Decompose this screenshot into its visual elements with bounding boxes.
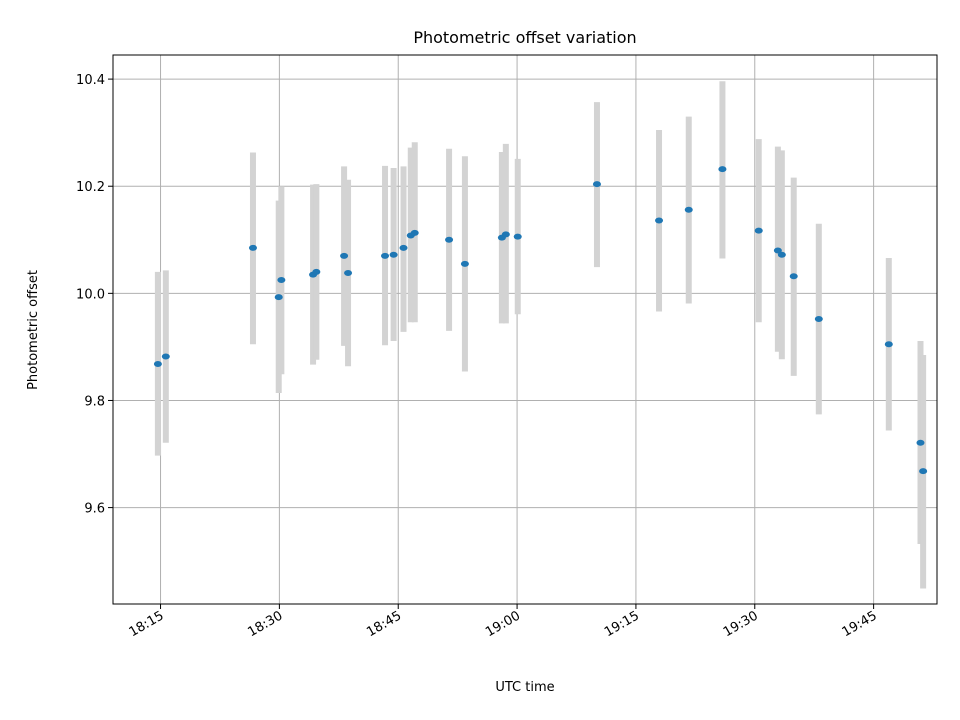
data-point-layer xyxy=(153,166,928,475)
data-point xyxy=(754,227,763,234)
data-point xyxy=(312,268,321,275)
data-point xyxy=(718,166,727,173)
y-tick-label: 10.0 xyxy=(76,287,105,302)
data-point xyxy=(445,236,454,243)
data-point xyxy=(410,229,419,236)
plot-area-frame xyxy=(112,54,938,605)
data-point xyxy=(777,251,786,258)
x-tick-label: 18:15 xyxy=(127,608,167,640)
data-point xyxy=(773,247,782,254)
chart-title: Photometric offset variation xyxy=(413,28,636,47)
x-tick-label: 18:30 xyxy=(245,608,285,640)
data-point xyxy=(919,468,928,475)
x-tick-label: 19:45 xyxy=(840,608,880,640)
data-point xyxy=(248,244,257,251)
data-point xyxy=(916,439,925,446)
y-tick-label: 10.2 xyxy=(76,180,105,195)
error-bar-layer xyxy=(154,81,927,589)
y-tick-label: 10.4 xyxy=(76,73,105,88)
data-point xyxy=(655,217,664,224)
x-tick-label: 19:15 xyxy=(602,608,642,640)
data-point xyxy=(814,316,823,323)
x-tick-label: 19:00 xyxy=(483,608,523,640)
data-point xyxy=(884,341,893,348)
data-point xyxy=(513,233,522,240)
data-point xyxy=(460,260,469,267)
data-point xyxy=(161,353,170,360)
grid-layer xyxy=(113,55,937,604)
data-point xyxy=(277,276,286,283)
x-axis-label: UTC time xyxy=(495,680,554,695)
x-tick-label: 19:30 xyxy=(721,608,761,640)
y-tick-label: 9.8 xyxy=(84,394,105,409)
data-point xyxy=(789,273,798,280)
data-point xyxy=(389,251,398,258)
data-point xyxy=(684,206,693,213)
x-tick-label: 18:45 xyxy=(364,608,404,640)
data-point xyxy=(399,244,408,251)
data-point xyxy=(344,269,353,276)
y-axis-label: Photometric offset xyxy=(26,270,41,390)
data-point xyxy=(592,181,601,188)
data-point xyxy=(381,252,390,259)
data-point xyxy=(340,252,349,259)
data-point xyxy=(153,361,162,368)
y-tick-label: 9.6 xyxy=(84,502,105,517)
data-point xyxy=(274,294,283,301)
data-point xyxy=(501,231,510,238)
